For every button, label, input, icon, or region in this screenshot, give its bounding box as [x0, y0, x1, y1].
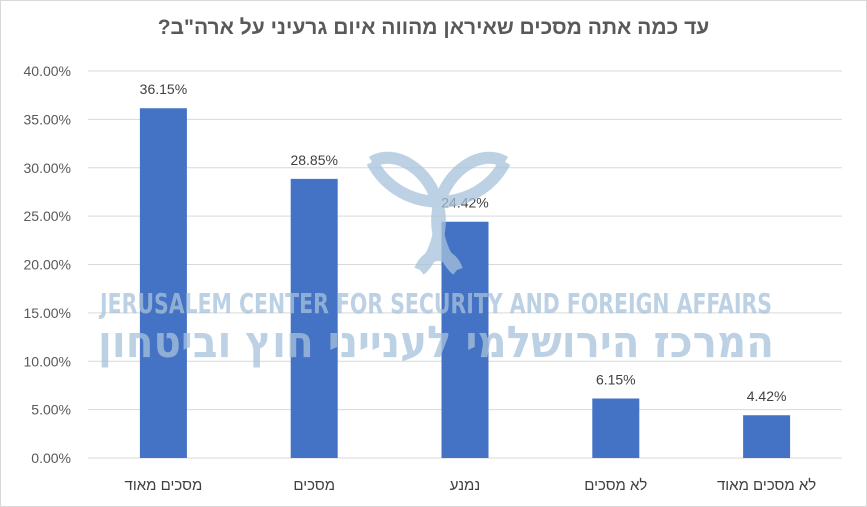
y-tick-label: 0.00% — [31, 450, 71, 466]
x-tick-label: נמנע — [450, 477, 480, 494]
x-tick-label: מסכים מאוד — [125, 477, 203, 494]
y-tick-label: 15.00% — [24, 305, 71, 321]
chart-title: עד כמה אתה מסכים שאיראן מהווה איום גרעינ… — [157, 16, 710, 39]
bars — [139, 108, 791, 458]
y-tick-label: 40.00% — [24, 63, 71, 79]
bar — [290, 178, 338, 458]
data-label: 4.42% — [747, 388, 787, 404]
x-axis-ticks: מסכים מאוד מסכים נמנע לא מסכים לא מסכים מאוד — [125, 477, 817, 494]
data-label: 6.15% — [596, 371, 636, 387]
watermark: JERUSALEM CENTER FOR SECURITY AND FOREIG… — [98, 151, 774, 368]
data-label: 36.15% — [140, 81, 187, 97]
watermark-hebrew: המרכז הירושלמי לענייני חוץ וביטחון — [98, 317, 774, 368]
y-tick-label: 30.00% — [24, 160, 71, 176]
data-label: 28.85% — [290, 152, 337, 168]
watermark-english: JERUSALEM CENTER FOR SECURITY AND FOREIG… — [99, 287, 772, 320]
y-tick-label: 10.00% — [24, 353, 71, 369]
bar — [743, 415, 791, 458]
y-axis-ticks: 0.00% 5.00% 10.00% 15.00% 20.00% 25.00% 30.00%… — [24, 63, 71, 466]
trefoil-knot-logo — [366, 151, 511, 275]
bar — [592, 398, 640, 458]
x-tick-label: לא מסכים — [584, 477, 647, 494]
y-tick-label: 35.00% — [24, 111, 71, 127]
x-tick-label: מסכים — [293, 477, 335, 494]
x-tick-label: לא מסכים מאוד — [717, 477, 816, 494]
y-tick-label: 25.00% — [24, 208, 71, 224]
bar — [139, 108, 187, 458]
y-tick-label: 20.00% — [24, 257, 71, 273]
y-tick-label: 5.00% — [31, 402, 71, 418]
